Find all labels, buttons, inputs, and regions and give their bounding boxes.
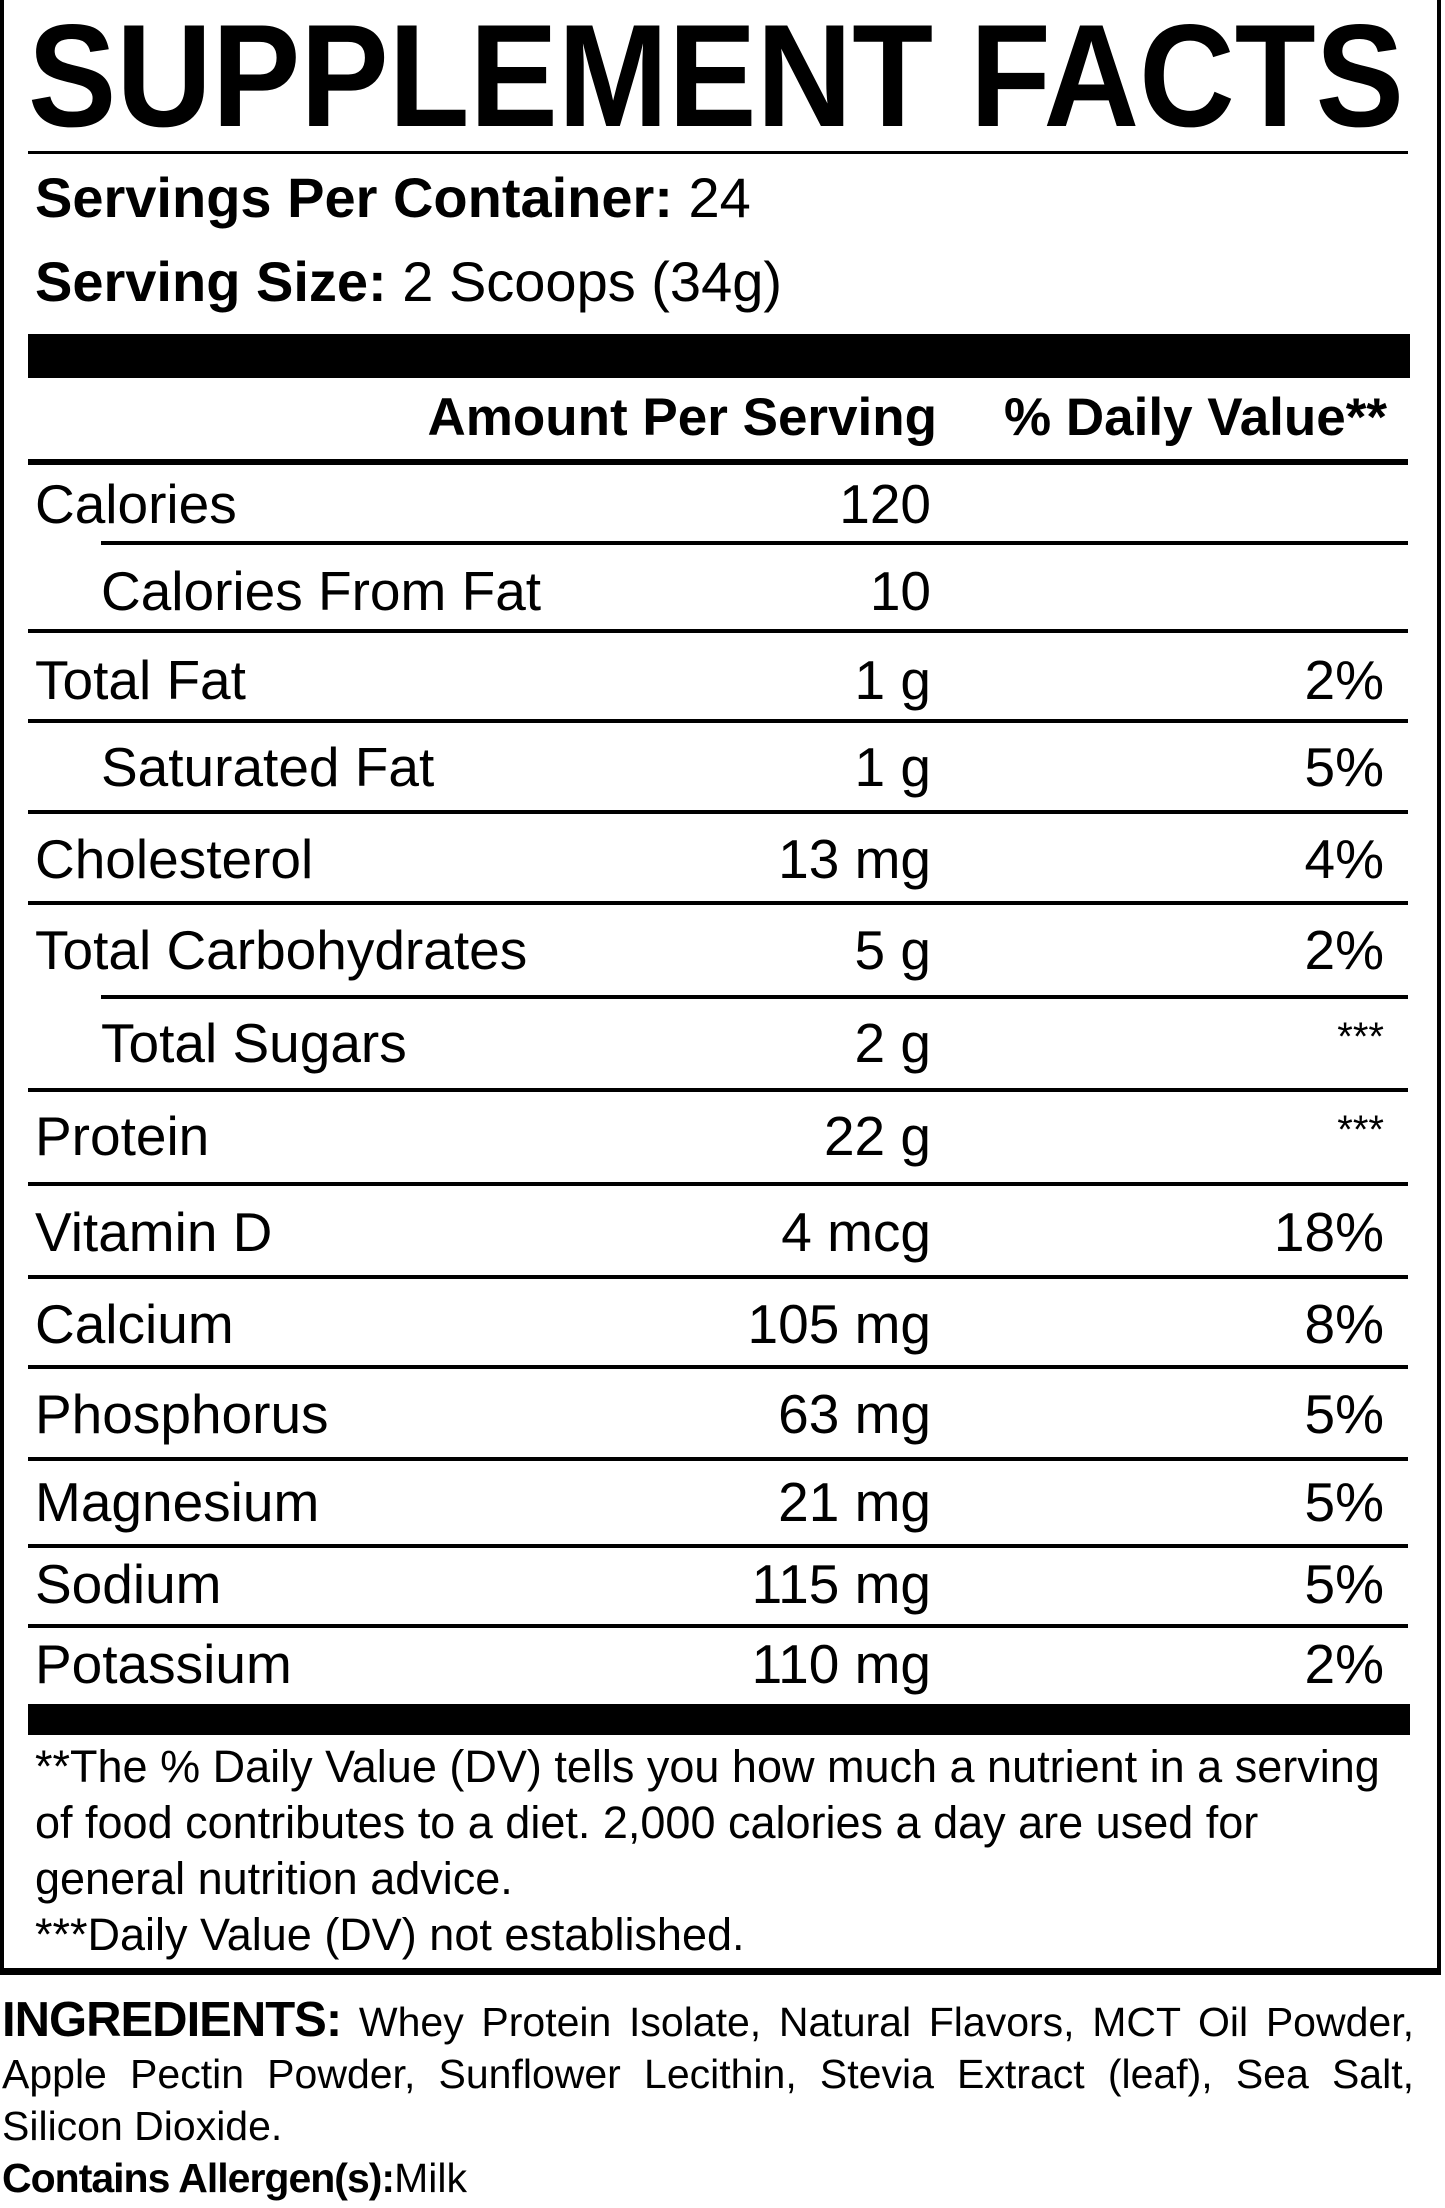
header-divider bbox=[28, 459, 1408, 465]
footnote-not-established: ***Daily Value (DV) not established. bbox=[35, 1909, 745, 1960]
nutrient-daily-value: *** bbox=[1337, 1108, 1384, 1152]
serving-size: Serving Size: 2 Scoops (34g) bbox=[35, 254, 782, 310]
nutrient-amount: 120 bbox=[839, 473, 931, 535]
nutrient-daily-value: 8% bbox=[1304, 1293, 1385, 1355]
nutrient-daily-value: 5% bbox=[1304, 1471, 1385, 1533]
row-divider bbox=[28, 1088, 1408, 1092]
row-divider bbox=[28, 1275, 1408, 1279]
nutrient-row: Total Fat 1 g 2% bbox=[0, 650, 1445, 710]
nutrient-amount: 5 g bbox=[854, 919, 931, 981]
row-divider bbox=[28, 901, 1408, 905]
nutrient-amount: 2 g bbox=[854, 1012, 931, 1074]
row-divider bbox=[28, 1365, 1408, 1369]
nutrient-row: Saturated Fat 1 g 5% bbox=[0, 737, 1445, 797]
nutrient-row: Total Sugars 2 g *** bbox=[0, 1013, 1445, 1073]
thick-divider bbox=[28, 334, 1410, 378]
nutrient-amount: 1 g bbox=[854, 649, 931, 711]
nutrient-row: Sodium 115 mg 5% bbox=[0, 1554, 1445, 1614]
row-divider bbox=[28, 1457, 1408, 1461]
servings-label: Servings Per Container: bbox=[35, 166, 673, 229]
nutrient-amount: 13 mg bbox=[778, 828, 931, 890]
supplement-facts-panel bbox=[0, 0, 1441, 1975]
nutrient-name: Calcium bbox=[35, 1293, 234, 1355]
footnotes: **The % Daily Value (DV) tells you how m… bbox=[35, 1739, 1415, 1963]
nutrient-row: Total Carbohydrates 5 g 2% bbox=[0, 920, 1445, 980]
nutrient-daily-value: 2% bbox=[1304, 649, 1385, 711]
title-divider bbox=[28, 151, 1408, 154]
amount-per-serving-header: Amount Per Serving bbox=[427, 388, 937, 447]
row-divider bbox=[28, 1544, 1408, 1548]
ingredients: INGREDIENTS: Whey Protein Isolate, Natur… bbox=[2, 1994, 1414, 2152]
nutrient-row: Phosphorus 63 mg 5% bbox=[0, 1384, 1445, 1444]
nutrient-amount: 1 g bbox=[854, 736, 931, 798]
nutrient-amount: 115 mg bbox=[751, 1553, 931, 1615]
nutrient-name: Potassium bbox=[35, 1633, 292, 1695]
nutrient-name: Saturated Fat bbox=[101, 736, 435, 798]
nutrient-amount: 21 mg bbox=[778, 1471, 931, 1533]
nutrient-name: Magnesium bbox=[35, 1471, 320, 1533]
nutrient-daily-value: 4% bbox=[1304, 828, 1385, 890]
nutrient-name: Calories From Fat bbox=[101, 560, 542, 622]
nutrient-daily-value: 5% bbox=[1304, 1553, 1385, 1615]
allergens: Contains Allergen(s):Milk bbox=[2, 2152, 467, 2204]
nutrient-row: Calories 120 bbox=[0, 474, 1445, 534]
row-divider bbox=[28, 629, 1408, 633]
serving-size-value: 2 Scoops (34g) bbox=[402, 250, 783, 313]
nutrient-name: Vitamin D bbox=[35, 1201, 273, 1263]
row-divider bbox=[101, 995, 1408, 999]
serving-size-label: Serving Size: bbox=[35, 250, 387, 313]
nutrient-name: Phosphorus bbox=[35, 1383, 329, 1445]
title-text: SUPPLEMENT FACTS bbox=[28, 18, 1404, 138]
daily-value-header: % Daily Value** bbox=[1004, 388, 1387, 447]
nutrient-row: Vitamin D 4 mcg 18% bbox=[0, 1202, 1445, 1262]
nutrient-daily-value: 2% bbox=[1304, 919, 1385, 981]
row-divider bbox=[28, 810, 1408, 814]
row-divider bbox=[28, 719, 1408, 723]
nutrient-row: Potassium 110 mg 2% bbox=[0, 1634, 1445, 1694]
allergens-label: Contains Allergen(s): bbox=[2, 2155, 395, 2201]
nutrient-row: Calories From Fat 10 bbox=[0, 561, 1445, 621]
title: SUPPLEMENT FACTS bbox=[28, 18, 1404, 138]
nutrient-daily-value: 18% bbox=[1273, 1201, 1384, 1263]
nutrient-name: Total Sugars bbox=[101, 1012, 407, 1074]
footnote-daily-value: **The % Daily Value (DV) tells you how m… bbox=[35, 1741, 1380, 1904]
nutrient-name: Cholesterol bbox=[35, 828, 314, 890]
nutrient-row: Calcium 105 mg 8% bbox=[0, 1294, 1445, 1354]
servings-value: 24 bbox=[688, 166, 751, 229]
nutrient-name: Total Carbohydrates bbox=[35, 919, 528, 981]
allergens-value: Milk bbox=[394, 2155, 467, 2201]
row-divider bbox=[28, 1182, 1408, 1186]
nutrient-amount: 10 bbox=[869, 560, 931, 622]
nutrient-row: Cholesterol 13 mg 4% bbox=[0, 829, 1445, 889]
nutrient-daily-value: 5% bbox=[1304, 736, 1385, 798]
nutrient-amount: 110 mg bbox=[751, 1633, 931, 1695]
ingredients-text: Whey Protein Isolate, Natural Flavors, M… bbox=[2, 1999, 1414, 2149]
nutrient-amount: 4 mcg bbox=[781, 1201, 931, 1263]
nutrient-amount: 63 mg bbox=[778, 1383, 931, 1445]
nutrient-row: Magnesium 21 mg 5% bbox=[0, 1472, 1445, 1532]
nutrient-amount: 105 mg bbox=[747, 1293, 931, 1355]
nutrient-row: Protein 22 g *** bbox=[0, 1106, 1445, 1166]
nutrient-daily-value: *** bbox=[1337, 1015, 1384, 1059]
row-divider bbox=[28, 1624, 1408, 1628]
nutrient-daily-value: 5% bbox=[1304, 1383, 1385, 1445]
row-divider bbox=[101, 541, 1408, 545]
servings-per-container: Servings Per Container: 24 bbox=[35, 170, 751, 226]
nutrient-name: Sodium bbox=[35, 1553, 222, 1615]
nutrient-name: Protein bbox=[35, 1105, 210, 1167]
bottom-thick-divider bbox=[28, 1704, 1410, 1735]
nutrient-name: Calories bbox=[35, 473, 237, 535]
nutrient-name: Total Fat bbox=[35, 649, 246, 711]
nutrient-amount: 22 g bbox=[823, 1105, 931, 1167]
nutrient-daily-value: 2% bbox=[1304, 1633, 1385, 1695]
ingredients-label: INGREDIENTS: bbox=[2, 1993, 342, 2047]
